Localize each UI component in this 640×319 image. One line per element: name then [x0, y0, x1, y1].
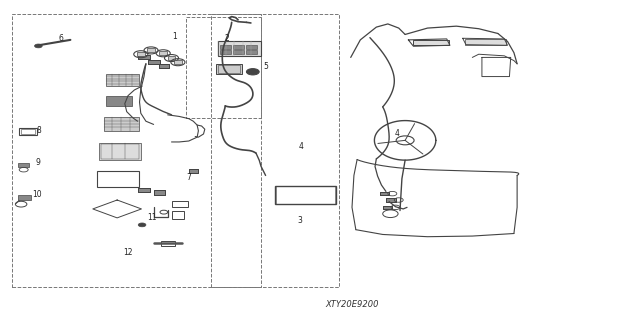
- Bar: [106, 96, 132, 106]
- Bar: [99, 143, 141, 160]
- Bar: [154, 190, 165, 195]
- Bar: [465, 39, 506, 45]
- Text: XTY20E9200: XTY20E9200: [325, 300, 379, 309]
- Bar: [147, 48, 155, 52]
- Text: 10: 10: [32, 190, 42, 199]
- Bar: [12, 14, 261, 287]
- Bar: [101, 144, 139, 159]
- Bar: [106, 74, 139, 86]
- Bar: [211, 14, 339, 287]
- Bar: [137, 52, 145, 56]
- Bar: [97, 171, 139, 187]
- Bar: [383, 206, 392, 209]
- Bar: [138, 55, 150, 59]
- Text: 1: 1: [172, 32, 177, 41]
- Circle shape: [35, 44, 42, 48]
- Bar: [275, 186, 336, 204]
- Bar: [218, 65, 240, 73]
- Text: 5: 5: [263, 63, 268, 71]
- Bar: [159, 64, 169, 68]
- Bar: [413, 40, 449, 45]
- Bar: [220, 50, 231, 54]
- Bar: [148, 60, 160, 64]
- Bar: [154, 190, 165, 195]
- Bar: [159, 64, 169, 68]
- Circle shape: [246, 69, 259, 75]
- Text: 3: 3: [297, 216, 302, 225]
- Bar: [383, 206, 392, 209]
- Text: 6: 6: [58, 34, 63, 43]
- Bar: [18, 195, 31, 200]
- Text: 9: 9: [36, 158, 41, 167]
- Text: 12: 12: [124, 248, 132, 257]
- Bar: [161, 241, 175, 246]
- Bar: [104, 117, 139, 131]
- Bar: [220, 45, 231, 49]
- Bar: [233, 45, 244, 49]
- Bar: [246, 50, 257, 54]
- Bar: [172, 211, 184, 219]
- Text: 4: 4: [298, 142, 303, 151]
- Circle shape: [138, 223, 146, 227]
- Bar: [189, 169, 198, 173]
- Bar: [19, 128, 37, 135]
- Text: 7: 7: [186, 173, 191, 182]
- Bar: [168, 56, 175, 60]
- Bar: [138, 188, 150, 192]
- Bar: [138, 188, 150, 192]
- Text: 8: 8: [36, 126, 41, 135]
- Text: 11: 11: [148, 213, 157, 222]
- Bar: [174, 60, 182, 64]
- Bar: [138, 55, 150, 59]
- Bar: [148, 60, 160, 64]
- Bar: [172, 201, 188, 207]
- Bar: [246, 45, 257, 49]
- Bar: [380, 192, 389, 195]
- Text: 4: 4: [394, 130, 399, 138]
- Bar: [216, 64, 242, 74]
- Text: 2: 2: [225, 34, 230, 43]
- Bar: [233, 50, 244, 54]
- Bar: [380, 192, 389, 195]
- Bar: [18, 163, 29, 167]
- Bar: [218, 41, 261, 56]
- Bar: [386, 198, 396, 202]
- Bar: [159, 51, 167, 55]
- Bar: [386, 198, 396, 202]
- Bar: [189, 169, 198, 173]
- Bar: [186, 17, 261, 118]
- Bar: [276, 186, 335, 204]
- Bar: [21, 129, 35, 134]
